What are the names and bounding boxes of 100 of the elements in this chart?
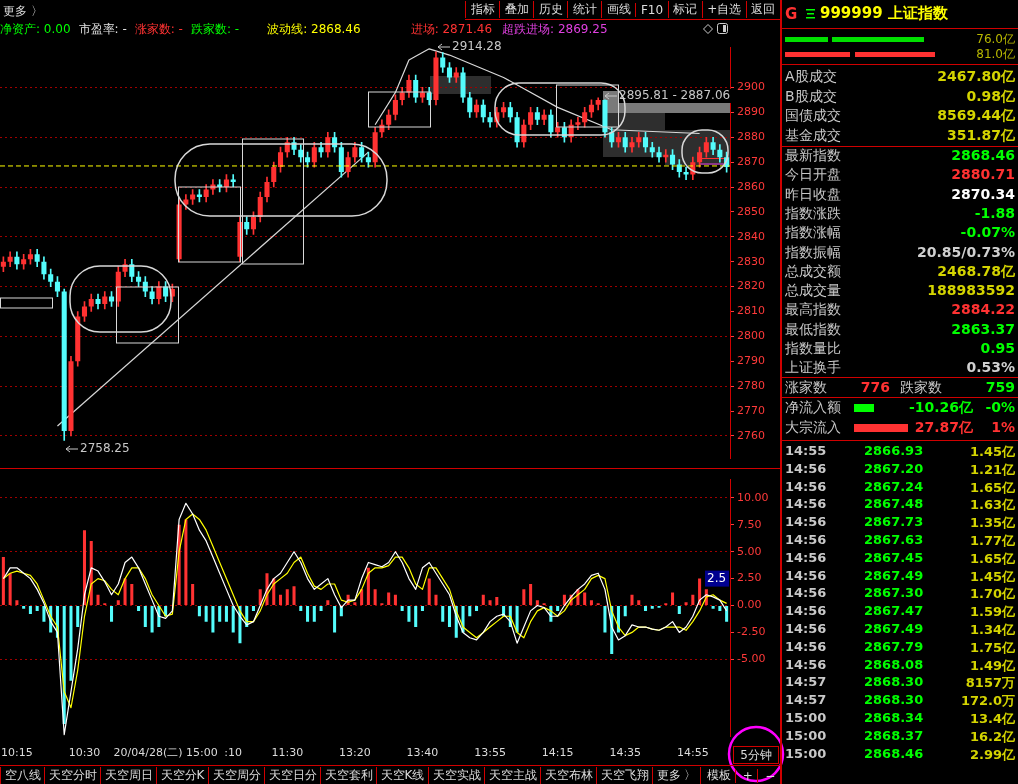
- annotation: 2.5: [707, 570, 727, 585]
- y-tick-label: 10.00: [737, 490, 769, 504]
- text: 天空K线: [376, 767, 428, 784]
- bar: [556, 606, 560, 611]
- text: 14:56 2867.47 1.59亿: [785, 603, 1015, 620]
- bar: [15, 600, 19, 606]
- bar: [481, 594, 485, 606]
- bar: [711, 606, 715, 609]
- x-tick-label: 13:40: [406, 746, 439, 760]
- text: 上证换手 0.53%: [785, 359, 1015, 376]
- bar: [204, 606, 208, 622]
- bar: [1, 557, 5, 606]
- text: 涨家数 776 跌家数 759: [785, 379, 1015, 395]
- text: 统计: [567, 1, 602, 18]
- bar: [251, 606, 255, 611]
- bar: [218, 606, 222, 622]
- bar: [326, 600, 330, 606]
- text: 81.0亿: [976, 46, 1015, 63]
- text: 天空套利: [320, 767, 377, 784]
- text: 更多 〉: [3, 3, 43, 20]
- bar: [8, 573, 12, 606]
- bar: [137, 606, 141, 611]
- bar: [191, 583, 195, 606]
- bar: [299, 606, 303, 611]
- text: 14:56 2867.49 1.45亿: [785, 567, 1015, 584]
- bar: [116, 600, 120, 606]
- x-tick-label: 14:35: [609, 746, 642, 760]
- bar: [312, 606, 316, 622]
- text: 14:55 2866.93 1.45亿: [785, 443, 1015, 459]
- bar: [231, 606, 235, 633]
- bar: [515, 606, 519, 633]
- bar: [110, 606, 114, 622]
- bar: [393, 594, 397, 606]
- text: 14:57 2868.30 172.0万: [785, 692, 1015, 709]
- x-tick-label: 11:30: [271, 746, 304, 760]
- text: 净资产: 0.00: [0, 20, 71, 38]
- bar: [407, 606, 411, 622]
- text: 叠加: [499, 1, 534, 18]
- bar: [292, 586, 296, 606]
- text: 天空分时: [44, 767, 101, 784]
- bar: [197, 606, 201, 617]
- text: 14:57 2868.30 8157万: [785, 674, 1015, 691]
- annotation: 2758.25: [80, 441, 130, 456]
- x-tick-label: 14:55: [676, 746, 709, 760]
- bar: [414, 606, 418, 628]
- bar: [224, 606, 228, 622]
- text: 总成交额 2468.78亿: [785, 262, 1015, 279]
- x-tick-label: 10:30: [68, 746, 101, 760]
- x-tick-label: 20/04/28(二) 15:00: [113, 746, 218, 760]
- y-tick-label: 2820: [737, 279, 765, 293]
- text: 15:00 2868.37 16.2亿: [785, 727, 1015, 744]
- bar: [373, 589, 377, 606]
- y-tick-label: 2830: [737, 254, 765, 268]
- text: 指数量比 0.95: [785, 340, 1015, 356]
- bar: [495, 596, 499, 606]
- text: 最高指数 2884.22: [785, 301, 1015, 318]
- bar: [522, 589, 526, 606]
- bar: [718, 606, 722, 611]
- text: 净流入额 -10.26亿 -0%: [785, 399, 1015, 415]
- bar: [637, 600, 641, 606]
- text: 5分钟: [733, 746, 779, 764]
- x-tick-label: :10: [224, 746, 243, 760]
- bar: [319, 606, 323, 611]
- text: 今日开盘 2880.71: [785, 166, 1015, 183]
- text: 天空布林: [540, 767, 597, 784]
- text: 14:56 2867.45 1.65亿: [785, 549, 1015, 566]
- text: 999999 上证指数: [820, 4, 948, 23]
- text: 指数振幅 20.85/0.73%: [785, 243, 1015, 260]
- x-tick-label: 13:20: [339, 746, 371, 760]
- bar: [671, 592, 675, 606]
- bar: [677, 606, 681, 615]
- bar: [211, 606, 215, 633]
- text: 总成交量 188983592: [785, 282, 1015, 299]
- bar: [583, 592, 587, 606]
- text: 15:00 2868.34 13.4亿: [785, 710, 1015, 726]
- text: A股成交 2467.80亿: [785, 68, 1015, 84]
- text: 最低指数 2863.37: [785, 320, 1015, 337]
- text: 国债成交 8569.44亿: [785, 107, 1015, 123]
- bar: [488, 600, 492, 606]
- text: 昨日收盘 2870.34: [785, 185, 1015, 202]
- text: 76.0亿: [976, 31, 1015, 48]
- annotation: 2914.28: [452, 39, 502, 54]
- text: 历史: [533, 1, 568, 18]
- bar: [76, 606, 80, 628]
- text: +: [734, 768, 758, 783]
- y-tick-label: 2770: [737, 403, 765, 417]
- text: 返回: [745, 1, 780, 18]
- text: 14:56 2867.79 1.75亿: [785, 638, 1015, 655]
- bar: [69, 606, 73, 681]
- bar: [400, 606, 404, 611]
- y-tick-label: 2900: [737, 80, 765, 94]
- bar: [535, 600, 539, 606]
- bar: [623, 606, 627, 617]
- text: 跌家数: -: [190, 20, 240, 38]
- text: 14:56 2867.24 1.65亿: [785, 478, 1015, 495]
- text: 天空周日: [100, 767, 157, 784]
- bar: [475, 606, 479, 611]
- text: 基金成交 351.87亿: [785, 126, 1015, 143]
- text: 15:00 2868.46 2.99亿: [785, 745, 1015, 762]
- bar: [366, 567, 370, 606]
